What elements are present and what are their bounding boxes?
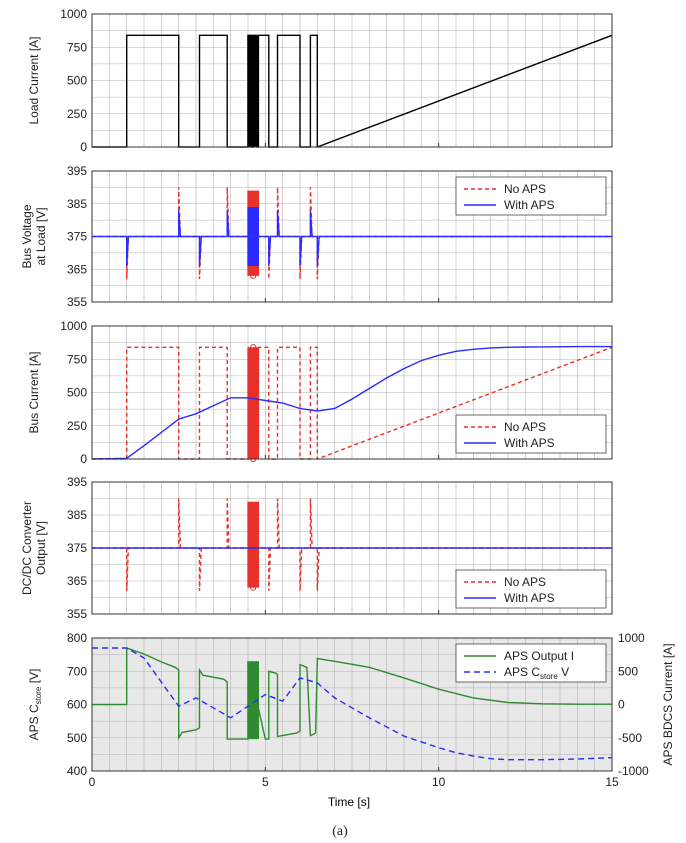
legend: No APS With APS <box>455 176 607 216</box>
burst-marker <box>250 505 257 513</box>
legend-box <box>455 569 607 609</box>
y-tick-label: 375 <box>67 230 87 244</box>
panel-busv: 355 365 375 385 395 Bus Voltageat Load [V] No … <box>20 164 613 309</box>
y-axis-label: Bus Voltageat Load [V] <box>20 204 48 268</box>
legend: No APS With APS <box>455 569 607 609</box>
y-tick-label: 0 <box>80 140 87 154</box>
y-tick-label: 385 <box>67 197 87 211</box>
y-tick-label: 250 <box>67 419 87 433</box>
burst-marker <box>250 272 257 279</box>
panel-aps: 400 500 600 700 800 -1000 -500 0 500 1000 APS BDCS… <box>27 631 675 789</box>
series-line-aps-output-i <box>92 647 612 741</box>
x-tick-label: 0 <box>89 775 96 789</box>
y-tick-label: 1000 <box>60 7 87 21</box>
burst-marker <box>250 563 257 570</box>
legend-label: With APS <box>504 198 555 212</box>
burst-marker <box>250 446 257 453</box>
y-axis-label: APS Cstore [V] <box>27 669 43 741</box>
burst-marker <box>250 362 257 369</box>
burst-marker <box>250 265 257 272</box>
burst-marker <box>250 577 257 584</box>
burst-marker <box>250 513 257 520</box>
y-tick-label: 700 <box>67 664 87 678</box>
y-axis-label: Load Current [A] <box>27 36 41 124</box>
y-tick-label: 395 <box>67 164 87 178</box>
burst-marker <box>250 584 257 591</box>
series-line-no-aps <box>92 498 612 591</box>
y-right-tick-label: 1000 <box>618 631 645 645</box>
burst-marker <box>250 194 257 201</box>
plot-frame <box>91 481 613 615</box>
legend-label: No APS <box>504 182 546 196</box>
y-tick-label: 365 <box>67 574 87 588</box>
legend: No APS With APS <box>455 414 607 454</box>
plot-frame <box>91 325 613 460</box>
y-tick-label: 600 <box>67 698 87 712</box>
legend-label: APS Output I <box>504 649 574 663</box>
y-tick-label: 355 <box>67 295 87 309</box>
y-tick-label: 385 <box>67 508 87 522</box>
y-tick-label: 250 <box>67 107 87 121</box>
x-tick-label: 10 <box>432 775 446 789</box>
figure-caption: (a) <box>332 824 348 839</box>
legend-label: APS Cstore V <box>504 665 569 681</box>
plot-frame <box>91 637 613 772</box>
legend-label: No APS <box>504 575 546 589</box>
legend-label: With APS <box>504 591 555 605</box>
legend-box <box>455 176 607 216</box>
y-tick-label: 500 <box>67 386 87 400</box>
y-right-tick-label: 500 <box>618 664 638 678</box>
legend-box <box>455 414 607 454</box>
plot-frame <box>91 170 613 303</box>
y-tick-label: 395 <box>67 475 87 489</box>
y-tick-label: 355 <box>67 607 87 621</box>
burst-marker <box>250 548 257 555</box>
y-tick-label: 400 <box>67 764 87 778</box>
legend-label: No APS <box>504 420 546 434</box>
y-tick-label: 500 <box>67 731 87 745</box>
y-right-axis-label: APS BDCS Current [A] <box>661 643 675 765</box>
legend-label: With APS <box>504 436 555 450</box>
y-right-tick-label: -1000 <box>618 764 649 778</box>
series-line-with-aps <box>91 345 612 460</box>
y-tick-label: 1000 <box>60 319 87 333</box>
y-tick-label: 750 <box>67 40 87 54</box>
legend-box <box>455 643 607 683</box>
y-tick-label: 800 <box>67 631 87 645</box>
burst-marker <box>250 344 257 351</box>
burst-marker <box>250 555 257 563</box>
series-line-aps-c-store-v <box>92 647 613 761</box>
y-right-tick-label: -500 <box>618 731 642 745</box>
burst-marker <box>250 527 257 534</box>
y-tick-label: 500 <box>67 74 87 88</box>
panel-busi: 0 250 500 750 1000 Bus Current [A] No APS With … <box>27 319 613 466</box>
plot-frame <box>91 13 613 148</box>
panel-dcdc: 355 365 375 385 395 DC/DC ConverterOutput [V]… <box>20 475 613 621</box>
x-tick-label: 15 <box>605 775 619 789</box>
series-line-with-aps <box>92 210 612 267</box>
burst-marker <box>250 437 257 444</box>
y-right-tick-label: 0 <box>618 698 625 712</box>
burst-marker <box>250 353 257 360</box>
burst-marker <box>250 418 257 425</box>
burst-marker <box>250 534 257 541</box>
x-tick-label: 5 <box>262 775 269 789</box>
y-tick-label: 375 <box>67 541 87 555</box>
series-line-no-aps <box>92 346 613 461</box>
x-axis-label: Time [s] <box>328 795 370 809</box>
burst-marker <box>250 570 257 577</box>
y-tick-label: 750 <box>67 352 87 366</box>
y-axis-label: Bus Current [A] <box>27 351 41 433</box>
burst-marker <box>250 520 257 527</box>
legend: APS Output I APS Cstore V <box>455 643 607 683</box>
panel-load: 0 250 500 750 1000 Load Current [A] <box>27 7 613 154</box>
burst-marker <box>250 381 257 388</box>
y-tick-label: 0 <box>80 452 87 466</box>
y-axis-label: DC/DC ConverterOutput [V] <box>20 501 48 595</box>
y-tick-label: 365 <box>67 262 87 276</box>
